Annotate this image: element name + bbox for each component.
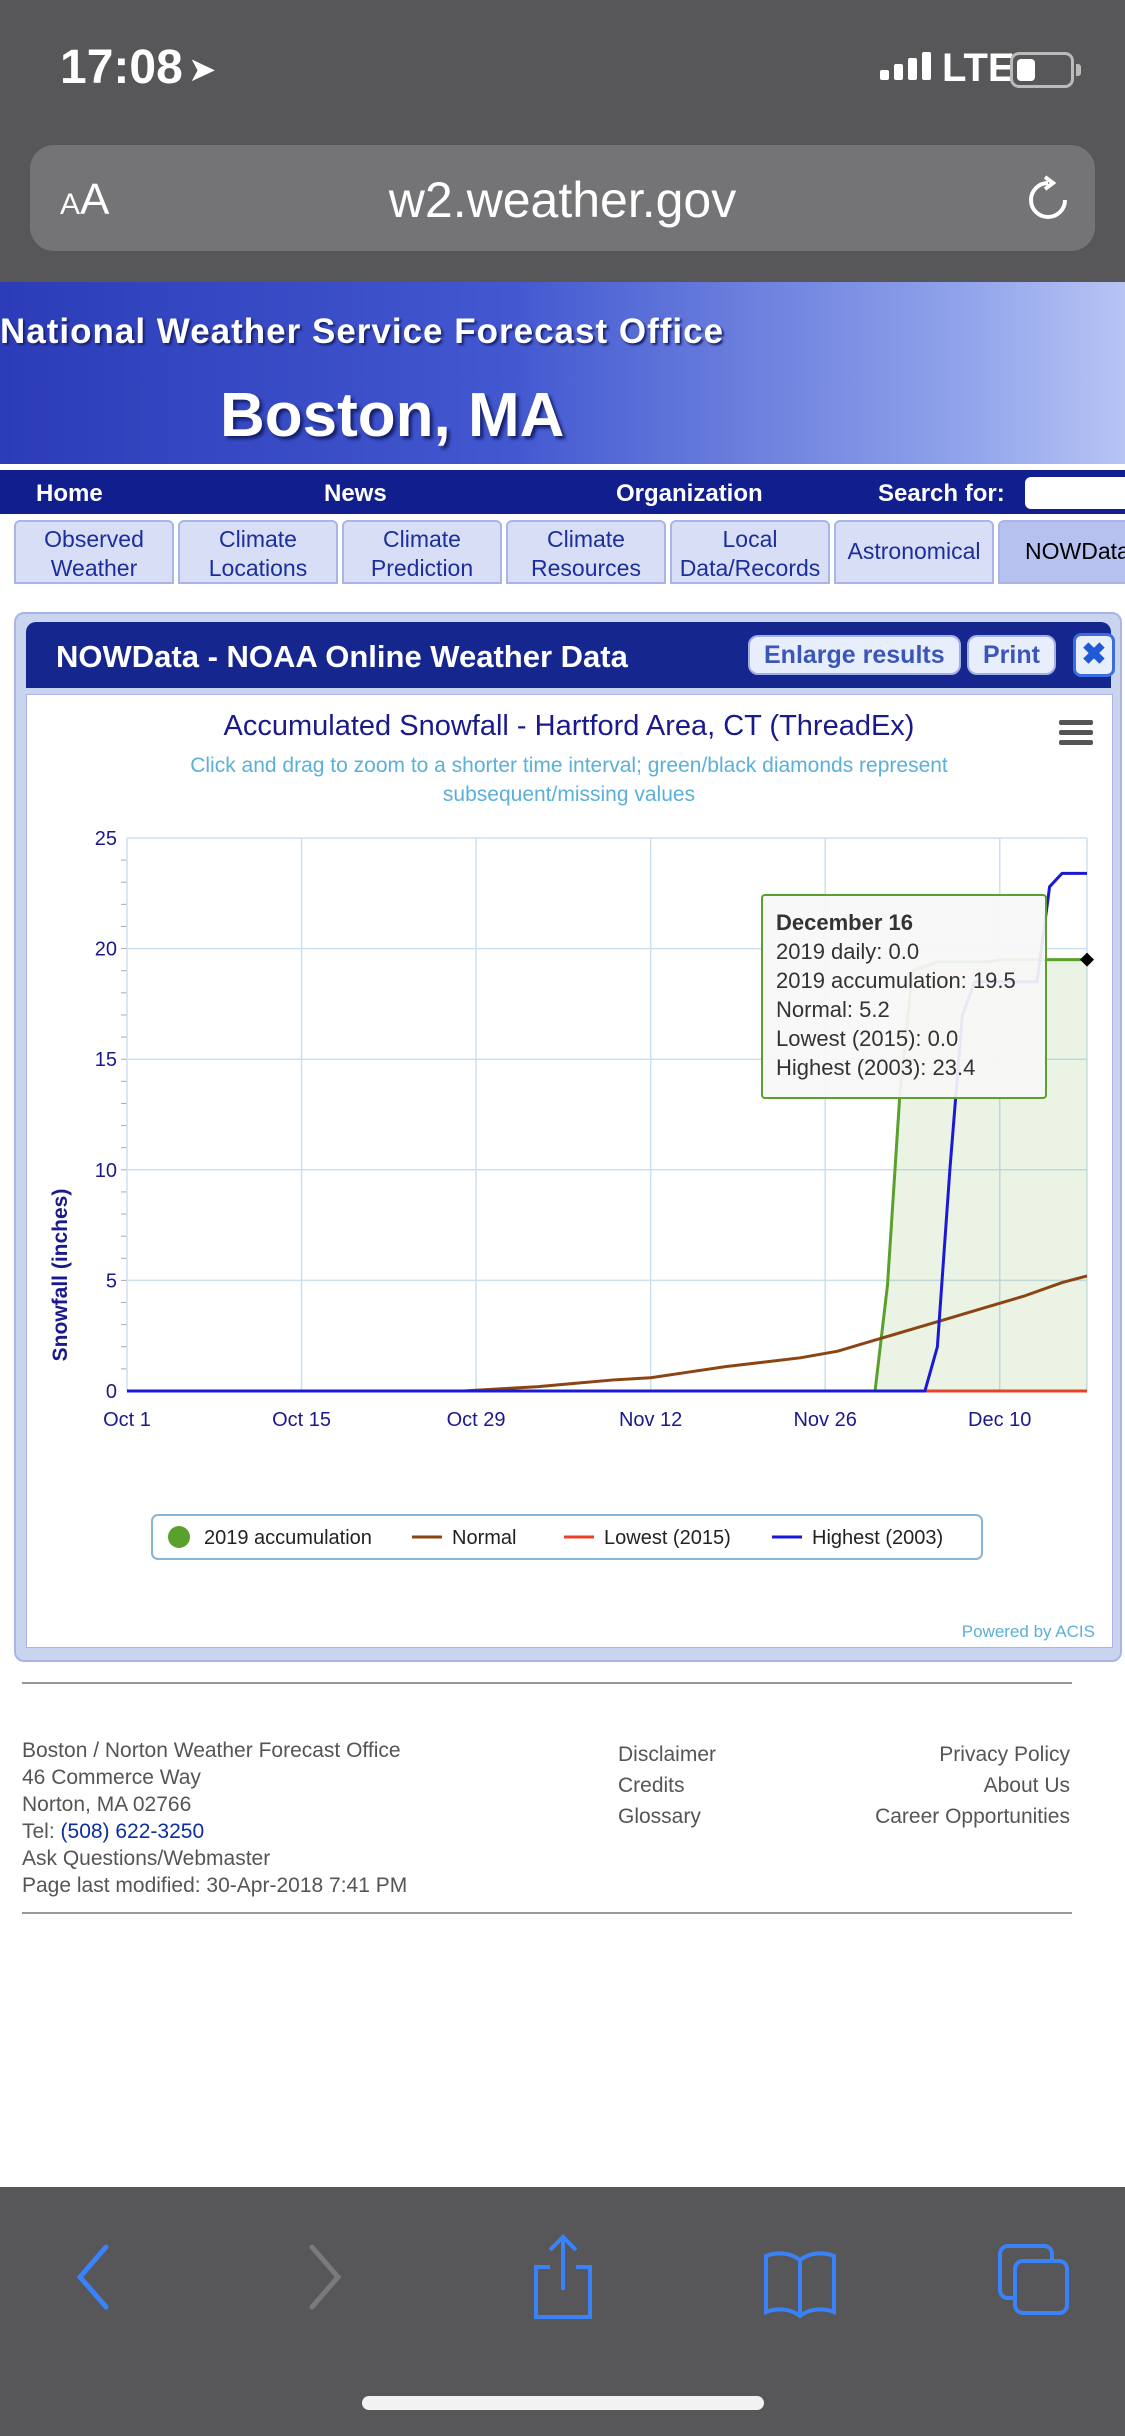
- panel-title: NOWData - NOAA Online Weather Data: [56, 639, 628, 674]
- legend-marker: [168, 1526, 190, 1548]
- tooltip-date: December 16: [776, 910, 913, 935]
- forward-icon[interactable]: [300, 2232, 350, 2327]
- tooltip-line: Lowest (2015): 0.0: [776, 1026, 958, 1051]
- network-type: LTE: [942, 46, 1015, 90]
- tooltip-box: [761, 894, 1047, 1099]
- tab-climate-prediction[interactable]: Climate Prediction: [342, 520, 502, 584]
- footer-city: Norton, MA 02766: [22, 1793, 192, 1816]
- about-us-link[interactable]: About Us: [983, 1774, 1070, 1797]
- chart-menu-icon[interactable]: [1059, 720, 1093, 745]
- legend-item[interactable]: Highest (2003): [812, 1527, 943, 1549]
- location-arrow-icon: ➤: [188, 51, 217, 89]
- tooltip-line: 2019 accumulation: 19.5: [776, 968, 1016, 993]
- nav-home[interactable]: Home: [36, 480, 103, 507]
- missing-value-diamond: [1080, 952, 1094, 967]
- tooltip-line: 2019 daily: 0.0: [776, 939, 919, 964]
- y-tick-label: 10: [95, 1160, 117, 1182]
- chart-title: Accumulated Snowfall - Hartford Area, CT…: [224, 710, 915, 742]
- x-tick-label: Dec 10: [968, 1409, 1031, 1431]
- legend-item[interactable]: 2019 accumulation: [204, 1527, 372, 1549]
- x-axis-ticks: Oct 1 Oct 15 Oct 29 Nov 12 Nov 26 Dec 10: [103, 1409, 1031, 1431]
- tab-astronomical[interactable]: Astronomical: [834, 520, 994, 584]
- search-input[interactable]: [1025, 477, 1125, 509]
- tab-local-data-records[interactable]: Local Data/Records: [670, 520, 830, 584]
- y-tick-label: 15: [95, 1049, 117, 1071]
- tab-climate-locations[interactable]: Climate Locations: [178, 520, 338, 584]
- footer-address: Boston / Norton Weather Forecast Office …: [22, 1737, 407, 1899]
- x-tick-label: Oct 15: [272, 1409, 331, 1431]
- footer-office: Boston / Norton Weather Forecast Office: [22, 1739, 401, 1762]
- tab-climate-resources[interactable]: Climate Resources: [506, 520, 666, 584]
- footer-divider-bottom: [22, 1912, 1072, 1914]
- top-nav: Home News Organization Search for:: [0, 470, 1125, 514]
- banner-city: Boston, MA: [220, 381, 565, 450]
- tab-observed-weather[interactable]: Observed Weather: [14, 520, 174, 584]
- reload-icon[interactable]: [1023, 175, 1073, 230]
- legend-item[interactable]: Normal: [452, 1527, 516, 1549]
- y-tick-label: 25: [95, 828, 117, 850]
- browser-toolbar: [0, 2187, 1125, 2436]
- tooltip-line: Normal: 5.2: [776, 997, 890, 1022]
- footer-modified: Page last modified: 30-Apr-2018 7:41 PM: [22, 1874, 408, 1897]
- chart-subtitle-line-1: Click and drag to zoom to a shorter time…: [190, 754, 948, 777]
- y-tick-label: 0: [106, 1381, 117, 1403]
- status-bar: 17:08 ➤ LTE: [0, 0, 1125, 140]
- banner-title: National Weather Service Forecast Office: [0, 312, 725, 351]
- bookmarks-icon[interactable]: [762, 2232, 838, 2327]
- chart-container[interactable]: Accumulated Snowfall - Hartford Area, CT…: [26, 694, 1113, 1648]
- y-axis-label: Snowfall (inches): [49, 1189, 72, 1362]
- close-icon[interactable]: ✖: [1073, 633, 1115, 677]
- powered-by-acis[interactable]: Powered by ACIS: [962, 1622, 1095, 1641]
- nav-news[interactable]: News: [324, 480, 387, 507]
- nav-organization[interactable]: Organization: [616, 480, 763, 507]
- footer-tel: Tel: (508) 622-3250: [22, 1820, 205, 1843]
- page-footer: Boston / Norton Weather Forecast Office …: [0, 1682, 1125, 1962]
- search-label: Search for:: [878, 480, 1005, 507]
- x-tick-label: Nov 12: [619, 1409, 682, 1431]
- career-opportunities-link[interactable]: Career Opportunities: [875, 1805, 1070, 1828]
- header-banner: National Weather Service Forecast Office…: [0, 282, 1125, 464]
- tooltip-line: Highest (2003): 23.4: [776, 1055, 975, 1080]
- x-tick-label: Oct 29: [447, 1409, 506, 1431]
- status-time: 17:08: [60, 41, 183, 94]
- phone-link[interactable]: (508) 622-3250: [60, 1820, 205, 1843]
- nowdata-panel: NOWData - NOAA Online Weather Data Enlar…: [14, 612, 1122, 1662]
- legend-item[interactable]: Lowest (2015): [604, 1527, 731, 1549]
- panel-header: NOWData - NOAA Online Weather Data Enlar…: [26, 622, 1115, 688]
- back-icon[interactable]: [68, 2232, 118, 2327]
- webmaster-link[interactable]: Ask Questions/Webmaster: [22, 1847, 271, 1870]
- glossary-link[interactable]: Glossary: [618, 1805, 701, 1828]
- y-tick-label: 20: [95, 939, 117, 961]
- tab-nowdata[interactable]: NOWData: [998, 520, 1125, 584]
- x-tick-label: Nov 26: [793, 1409, 856, 1431]
- print-button[interactable]: Print: [967, 635, 1056, 675]
- x-tick-label: Oct 1: [103, 1409, 151, 1431]
- footer-links-middle: Disclaimer Credits Glossary: [618, 1739, 716, 1832]
- chart-legend[interactable]: 2019 accumulation Normal Lowest (2015) High…: [151, 1514, 983, 1560]
- address-bar[interactable]: AA w2.weather.gov: [30, 145, 1095, 251]
- snowfall-chart[interactable]: Accumulated Snowfall - Hartford Area, CT…: [27, 695, 1112, 1647]
- reader-options-button[interactable]: AA: [60, 175, 110, 224]
- cellular-signal-icon: [880, 52, 936, 80]
- enlarge-results-button[interactable]: Enlarge results: [748, 635, 961, 675]
- web-page: National Weather Service Forecast Office…: [0, 282, 1125, 2187]
- privacy-policy-link[interactable]: Privacy Policy: [939, 1743, 1070, 1766]
- footer-divider-top: [22, 1682, 1072, 1684]
- tabs-icon[interactable]: [995, 2232, 1075, 2327]
- footer-links-right: Privacy Policy About Us Career Opportuni…: [875, 1739, 1070, 1832]
- footer-street: 46 Commerce Way: [22, 1766, 201, 1789]
- chart-subtitle-line-2: subsequent/missing values: [443, 783, 695, 806]
- climate-tabs: Observed Weather Climate Locations Climate…: [0, 520, 1125, 590]
- chart-tooltip: December 16 2019 daily: 0.0 2019 accumulat…: [761, 894, 1047, 1099]
- share-icon[interactable]: [528, 2232, 598, 2327]
- home-indicator: [362, 2396, 764, 2410]
- disclaimer-link[interactable]: Disclaimer: [618, 1743, 717, 1766]
- line-normal: [127, 1274, 1088, 1393]
- battery-icon: [1010, 52, 1081, 88]
- credits-link[interactable]: Credits: [618, 1774, 685, 1797]
- url-text[interactable]: w2.weather.gov: [388, 172, 737, 228]
- y-tick-label: 5: [106, 1270, 117, 1292]
- y-axis-ticks: 0 5 10 15 20 25: [95, 828, 117, 1403]
